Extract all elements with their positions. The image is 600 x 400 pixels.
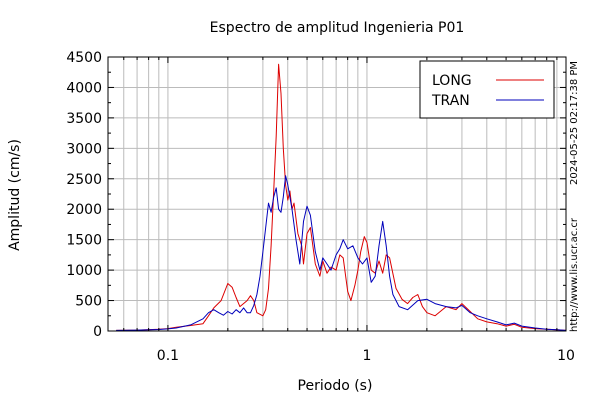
x-tick-label: 0.1 (157, 348, 179, 364)
x-axis-label: Periodo (s) (298, 378, 373, 394)
series-line-long (116, 63, 567, 331)
timestamp-label: 2024-05-25 02:17:38 PM (569, 60, 580, 185)
series-line-tran (116, 175, 567, 331)
y-tick-label: 2500 (66, 172, 102, 188)
y-tick-label: 2000 (66, 202, 102, 218)
source-url-label: http://www.lis.ucr.ac.cr (569, 218, 580, 332)
legend-label-tran: TRAN (431, 93, 470, 109)
x-tick-label: 1 (362, 348, 371, 364)
legend-box (419, 60, 555, 119)
x-tick-label: 10 (557, 348, 575, 364)
y-tick-label: 1000 (66, 263, 102, 279)
y-tick-label: 500 (75, 294, 102, 310)
series-layer (116, 63, 567, 331)
y-tick-label: 3500 (66, 111, 102, 127)
grid-lines (107, 56, 567, 332)
chart-title: Espectro de amplitud Ingenieria P01 (210, 20, 465, 36)
y-tick-label: 1500 (66, 233, 102, 249)
legend-label-long: LONG (432, 73, 472, 89)
y-tick-label: 4500 (66, 50, 102, 66)
legend: LONG TRAN (419, 60, 555, 119)
y-tick-label: 4000 (66, 80, 102, 96)
y-axis-label: Amplitud (cm/s) (7, 139, 23, 251)
tick-marks (107, 56, 566, 332)
y-tick-label: 0 (93, 324, 102, 340)
y-tick-label: 3000 (66, 141, 102, 157)
